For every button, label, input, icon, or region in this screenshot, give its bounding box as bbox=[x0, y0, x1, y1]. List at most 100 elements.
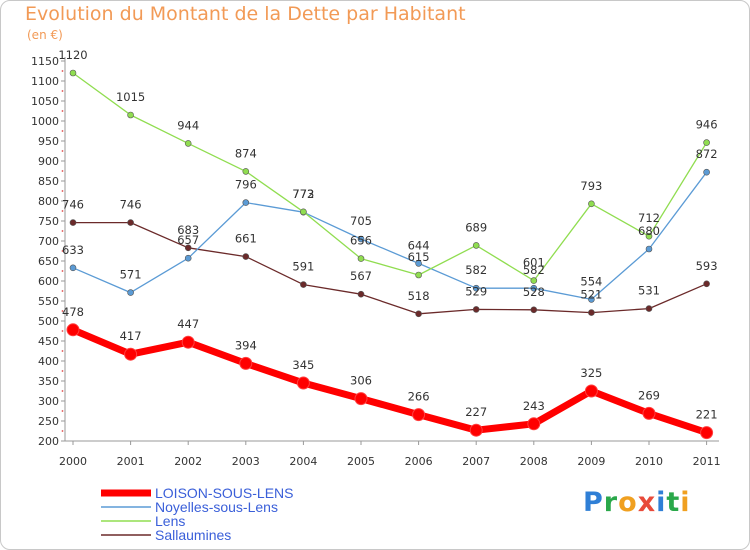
data-label: 518 bbox=[408, 289, 430, 303]
y-tick-label: 650 bbox=[38, 255, 59, 268]
data-label: 478 bbox=[62, 305, 84, 319]
data-label: 582 bbox=[465, 263, 487, 277]
data-label: 394 bbox=[235, 338, 257, 352]
data-label: 746 bbox=[120, 198, 142, 212]
y-tick-label: 250 bbox=[38, 415, 59, 428]
y-tick-label: 700 bbox=[38, 235, 59, 248]
y-tick-label: 1050 bbox=[31, 95, 59, 108]
x-tick-label: 2005 bbox=[347, 455, 375, 468]
data-point bbox=[184, 254, 192, 262]
data-point bbox=[357, 235, 365, 243]
data-point bbox=[588, 309, 595, 316]
data-label: 683 bbox=[177, 223, 199, 237]
data-label: 528 bbox=[523, 285, 545, 299]
data-point bbox=[184, 140, 192, 147]
x-tick-label: 2007 bbox=[462, 455, 490, 468]
data-point bbox=[703, 280, 710, 288]
x-tick-label: 2003 bbox=[232, 455, 260, 468]
series-line-lens bbox=[72, 72, 708, 282]
data-point bbox=[530, 306, 538, 314]
x-tick-label: 2004 bbox=[289, 455, 317, 468]
x-tick-label: 2000 bbox=[59, 455, 87, 468]
x-tick-label: 2010 bbox=[635, 455, 663, 468]
data-label: 944 bbox=[177, 118, 199, 132]
y-minor-tick bbox=[61, 190, 64, 192]
data-point bbox=[472, 306, 480, 313]
chart-title: Evolution du Montant de la Dette par Hab… bbox=[25, 3, 466, 25]
y-tick-label: 1150 bbox=[31, 55, 59, 68]
y-minor-tick bbox=[61, 170, 64, 172]
x-tick-label: 2009 bbox=[577, 455, 605, 468]
legend-label: LOISON-SOUS-LENS bbox=[155, 485, 293, 501]
y-tick-label: 300 bbox=[38, 395, 59, 408]
data-point bbox=[69, 69, 77, 77]
y-tick-label: 500 bbox=[38, 315, 59, 328]
data-label: 601 bbox=[523, 256, 545, 270]
legend-label: Sallaumines bbox=[155, 527, 231, 543]
data-point bbox=[242, 199, 250, 206]
data-label: 593 bbox=[696, 259, 718, 273]
x-tick-label: 2011 bbox=[693, 455, 721, 468]
data-label: 689 bbox=[465, 220, 487, 234]
data-label: 243 bbox=[523, 399, 545, 413]
data-point bbox=[127, 219, 134, 226]
data-label: 567 bbox=[350, 269, 372, 283]
data-label: 529 bbox=[465, 284, 487, 298]
data-point bbox=[69, 264, 77, 272]
data-point bbox=[588, 200, 595, 208]
data-point bbox=[300, 281, 307, 288]
data-label: 1120 bbox=[58, 48, 87, 62]
data-label: 772 bbox=[292, 187, 314, 201]
data-point bbox=[242, 168, 250, 175]
data-label: 657 bbox=[177, 233, 199, 247]
data-point bbox=[588, 296, 595, 303]
data-point bbox=[357, 290, 365, 298]
data-label: 796 bbox=[235, 178, 257, 192]
data-point bbox=[530, 277, 538, 284]
y-tick-label: 600 bbox=[38, 275, 59, 288]
data-label: 447 bbox=[177, 317, 199, 331]
data-label: 306 bbox=[350, 374, 372, 388]
y-minor-tick bbox=[61, 230, 64, 232]
y-minor-tick bbox=[61, 130, 64, 132]
data-label: 793 bbox=[580, 179, 602, 193]
data-point bbox=[300, 208, 307, 216]
data-point bbox=[415, 260, 422, 267]
x-tick-label: 2001 bbox=[117, 455, 145, 468]
y-minor-tick bbox=[61, 310, 64, 312]
y-tick-label: 750 bbox=[38, 215, 59, 228]
data-label: 571 bbox=[120, 268, 142, 282]
y-minor-tick bbox=[61, 90, 64, 92]
series-line-loison-sous-lens bbox=[71, 326, 708, 436]
data-label: 269 bbox=[638, 388, 660, 402]
data-label: 746 bbox=[62, 198, 84, 212]
data-label: 1015 bbox=[116, 90, 145, 104]
data-point bbox=[124, 347, 138, 361]
x-tick-label: 2008 bbox=[520, 455, 548, 468]
y-minor-tick bbox=[61, 270, 64, 272]
y-minor-tick bbox=[61, 110, 64, 112]
data-point bbox=[415, 310, 422, 318]
chart-subtitle: (en €) bbox=[27, 28, 63, 42]
y-minor-tick bbox=[61, 350, 64, 352]
data-point bbox=[642, 406, 656, 420]
y-tick-label: 950 bbox=[38, 135, 59, 148]
x-tick-label: 2002 bbox=[174, 455, 202, 468]
y-tick-label: 350 bbox=[38, 375, 59, 388]
data-label: 872 bbox=[696, 147, 718, 161]
y-minor-tick bbox=[61, 250, 64, 252]
data-point bbox=[700, 426, 714, 440]
proxiti-logo: Proxiti bbox=[583, 487, 691, 518]
legend-label: Lens bbox=[155, 513, 185, 529]
y-tick-label: 800 bbox=[38, 195, 59, 208]
data-label: 773 bbox=[292, 187, 314, 201]
data-point bbox=[412, 408, 426, 422]
data-label: 633 bbox=[62, 243, 84, 257]
data-label: 345 bbox=[292, 358, 314, 372]
y-minor-tick bbox=[61, 150, 64, 152]
y-tick-label: 450 bbox=[38, 335, 59, 348]
legend-label: Noyelles-sous-Lens bbox=[155, 499, 278, 515]
data-label: 644 bbox=[408, 238, 430, 252]
y-minor-tick bbox=[61, 330, 64, 332]
